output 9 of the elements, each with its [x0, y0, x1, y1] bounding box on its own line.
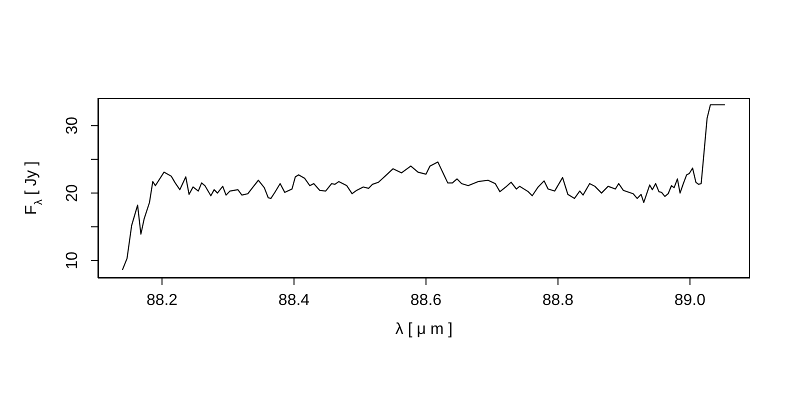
x-tick-label: 88.2: [146, 292, 178, 309]
y-tick-label: 30: [64, 116, 81, 135]
x-tick-label: 89.0: [674, 292, 706, 309]
x-tick-label: 88.4: [278, 292, 310, 309]
x-tick-label: 88.6: [410, 292, 442, 309]
x-tick-label: 88.8: [542, 292, 574, 309]
y-tick-label: 20: [64, 184, 81, 202]
x-axis-title: λ [ μ m ]: [395, 321, 453, 338]
y-tick-label: 10: [64, 251, 81, 270]
